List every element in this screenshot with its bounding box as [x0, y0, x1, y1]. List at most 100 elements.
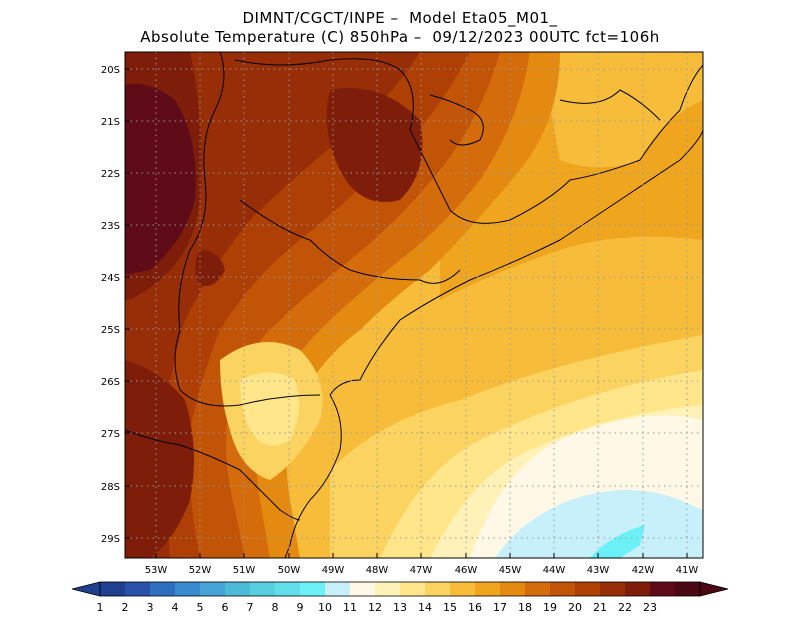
lon-ticks — [155, 553, 688, 558]
colorbar-cell — [350, 582, 376, 596]
map-title-line2: Absolute Temperature (C) 850hPa – 09/12/… — [140, 28, 660, 46]
colorbar-label: 12 — [368, 601, 382, 614]
coastline-south — [284, 394, 342, 558]
border-sp-mg — [234, 58, 703, 224]
colorbar-label: 21 — [593, 601, 607, 614]
colorbar-label: 15 — [443, 601, 457, 614]
colorbar-label: 1 — [97, 601, 104, 614]
colorbar-cell — [475, 582, 501, 596]
lon-label: 50W — [278, 565, 301, 576]
colorbar-cell — [225, 582, 251, 596]
colorbar-label: 8 — [272, 601, 279, 614]
lat-labels: 20S 21S 22S 23S 24S 25S 26S 27S 28S 29S — [101, 65, 120, 545]
colorbar-label: 7 — [247, 601, 254, 614]
field-9 — [590, 525, 645, 558]
colorbar-label: 10 — [318, 601, 332, 614]
colorbar-cell — [425, 582, 451, 596]
lat-label: 24S — [101, 273, 120, 284]
colorbar-cell — [200, 582, 226, 596]
field-10 — [495, 490, 703, 558]
lat-label: 20S — [101, 65, 120, 76]
lat-label: 29S — [101, 534, 120, 545]
colorbar-cell — [625, 582, 651, 596]
lat-label: 23S — [101, 221, 120, 232]
plot-frame — [124, 51, 704, 559]
colorbar: 1 2 3 4 5 6 7 8 9 10 11 12 13 14 15 16 17 18 19 20 21 22 23 — [71, 581, 729, 614]
lat-label: 27S — [101, 429, 120, 440]
colorbar-label: 3 — [147, 601, 154, 614]
lon-label: 46W — [455, 565, 478, 576]
colorbar-cell — [100, 582, 126, 596]
colorbar-cell — [650, 582, 676, 596]
colorbar-cell — [550, 582, 576, 596]
colorbar-cell — [600, 582, 626, 596]
lon-label: 48W — [366, 565, 389, 576]
border-sp-pr — [239, 199, 461, 284]
colorbar-label: 16 — [468, 601, 482, 614]
lat-label: 21S — [101, 117, 120, 128]
colorbar-cell — [300, 582, 326, 596]
colorbar-cell — [275, 582, 301, 596]
field-23-west — [125, 84, 196, 275]
boundaries — [125, 52, 703, 558]
colorbar-label: 6 — [222, 601, 229, 614]
colorbar-label: 17 — [493, 601, 507, 614]
lat-label: 22S — [101, 169, 120, 180]
lon-label: 43W — [587, 565, 610, 576]
colorbar-cell — [400, 582, 426, 596]
field-15-north — [540, 52, 703, 168]
border-mg-rj — [559, 89, 661, 121]
colorbar-labels: 1 2 3 4 5 6 7 8 9 10 11 12 13 14 15 16 17 18 19 20 21 22 23 — [97, 601, 658, 614]
colorbar-cell — [575, 582, 601, 596]
colorbar-label: 18 — [518, 601, 532, 614]
coastline — [329, 129, 703, 396]
border-ms-pr — [174, 52, 321, 407]
colorbar-cell — [250, 582, 276, 596]
river-outline — [429, 94, 484, 146]
colorbar-cell — [325, 582, 351, 596]
colorbar-cell — [150, 582, 176, 596]
colorbar-cell — [525, 582, 551, 596]
lon-label: 49W — [322, 565, 345, 576]
colorbar-label: 9 — [297, 601, 304, 614]
colorbar-label: 5 — [197, 601, 204, 614]
temperature-field — [125, 52, 703, 558]
colorbar-label: 19 — [543, 601, 557, 614]
colorbar-left-arrow — [71, 581, 101, 597]
colorbar-label: 2 — [122, 601, 129, 614]
lat-label: 28S — [101, 482, 120, 493]
colorbar-label: 4 — [172, 601, 179, 614]
field-cool-core — [240, 372, 299, 446]
lat-label: 26S — [101, 377, 120, 388]
colorbar-cell — [450, 582, 476, 596]
colorbar-cell — [675, 582, 701, 596]
lon-labels: 53W 52W 51W 50W 49W 48W 47W 46W 45W 44W … — [145, 565, 699, 576]
colorbar-label: 22 — [618, 601, 632, 614]
colorbar-cell — [375, 582, 401, 596]
colorbar-label: 11 — [343, 601, 357, 614]
colorbar-label: 23 — [643, 601, 657, 614]
colorbar-right-arrow — [699, 581, 729, 597]
map-title-line1: DIMNT/CGCT/INPE – Model Eta05_M01_ — [242, 9, 558, 27]
lat-ticks — [125, 68, 130, 539]
colorbar-label: 13 — [393, 601, 407, 614]
colorbar-cell — [125, 582, 151, 596]
lon-label: 53W — [145, 565, 168, 576]
border-rs-sc — [125, 429, 301, 521]
lon-label: 42W — [632, 565, 655, 576]
colorbar-cell — [500, 582, 526, 596]
colorbar-label: 20 — [568, 601, 582, 614]
lon-label: 47W — [410, 565, 433, 576]
colorbar-cells — [99, 581, 701, 597]
lon-label: 51W — [233, 565, 256, 576]
colorbar-label: 14 — [418, 601, 432, 614]
colorbar-cell — [175, 582, 201, 596]
lon-label: 44W — [543, 565, 566, 576]
lon-label: 45W — [499, 565, 522, 576]
lon-label: 52W — [189, 565, 212, 576]
graticule — [125, 52, 703, 558]
lon-label: 41W — [676, 565, 699, 576]
field-22-south — [125, 360, 194, 558]
lat-label: 25S — [101, 325, 120, 336]
